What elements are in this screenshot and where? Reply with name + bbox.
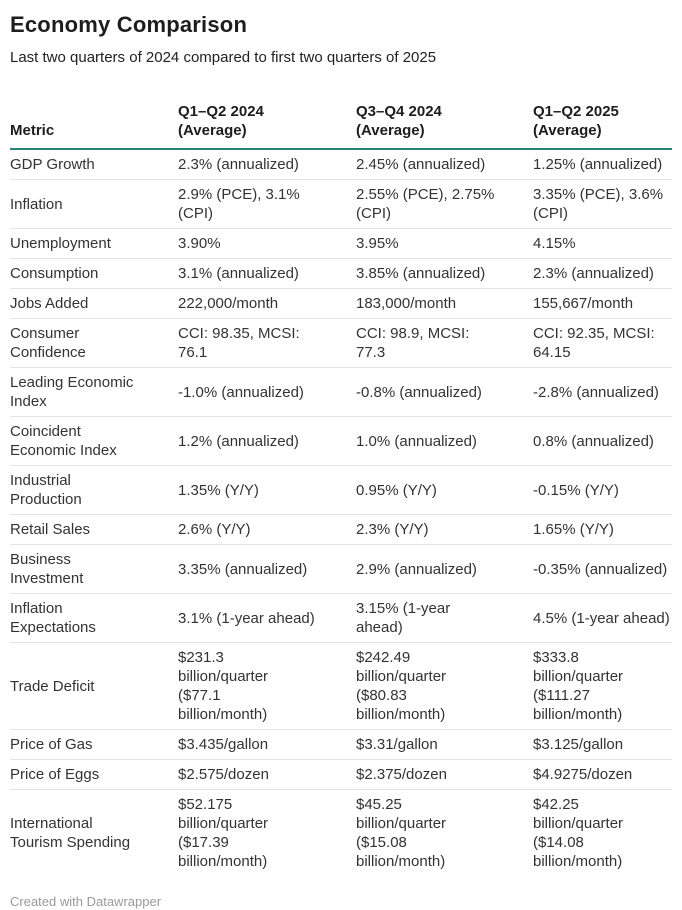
value-cell: 2.45% (annualized): [356, 156, 486, 173]
value-cell: 1.65% (Y/Y): [533, 521, 614, 538]
value-cell: 3.1% (1-year ahead): [178, 609, 315, 627]
value-cell: 2.9% (PCE), 3.1% (CPI): [178, 186, 300, 222]
table-row: International Tourism Spending $52.175 bi…: [10, 790, 672, 877]
value-cell: 3.35% (annualized): [178, 560, 308, 578]
value-cell: $231.3 billion/quarter ($77.1 billion/mo…: [178, 649, 269, 723]
table-header-row: Metric Q1–Q2 2024 (Average) Q3–Q4 2024 (…: [10, 97, 672, 149]
value-cell: $3.435/gallon: [178, 736, 269, 753]
value-cell: 3.15% (1-year ahead): [356, 600, 451, 636]
column-header-q3q4-2024: Q3–Q4 2024 (Average): [356, 103, 442, 139]
value-cell: $45.25 billion/quarter ($15.08 billion/m…: [356, 796, 447, 870]
value-cell: 3.90%: [178, 235, 221, 252]
metric-cell: Retail Sales: [10, 521, 91, 538]
table-body: GDP Growth 2.3% (annualized) 2.45% (annual…: [10, 149, 672, 876]
value-cell: $3.125/gallon: [533, 736, 624, 753]
metric-cell: Consumption: [10, 265, 99, 282]
value-cell: 155,667/month: [533, 295, 634, 312]
column-header-metric: Metric: [10, 122, 55, 139]
metric-cell: Business Investment: [10, 551, 84, 587]
value-cell: 2.3% (annualized): [533, 265, 654, 282]
metric-cell: Unemployment: [10, 235, 111, 252]
column-header-q1q2-2025: Q1–Q2 2025 (Average): [533, 103, 619, 139]
table-row: Business Investment 3.35% (annualized) 2.9…: [10, 545, 672, 594]
value-cell: 1.2% (annualized): [178, 432, 299, 450]
table-row: Consumption 3.1% (annualized) 3.85% (annua…: [10, 259, 672, 289]
value-cell: CCI: 98.9, MCSI: 77.3: [356, 325, 470, 361]
value-cell: $333.8 billion/quarter ($111.27 billion/…: [533, 649, 624, 723]
value-cell: $2.575/dozen: [178, 766, 269, 783]
value-cell: -0.15% (Y/Y): [533, 481, 619, 499]
value-cell: 1.25% (annualized): [533, 156, 663, 173]
value-cell: $242.49 billion/quarter ($80.83 billion/…: [356, 649, 447, 723]
value-cell: 3.85% (annualized): [356, 265, 486, 282]
datawrapper-credit-link[interactable]: Created with Datawrapper: [10, 894, 162, 909]
value-cell: 0.8% (annualized): [533, 432, 654, 450]
table-row: Inflation Expectations 3.1% (1-year ahead…: [10, 594, 672, 643]
value-cell: 1.0% (annualized): [356, 432, 477, 450]
value-cell: $42.25 billion/quarter ($14.08 billion/m…: [533, 796, 624, 870]
value-cell: 3.35% (PCE), 3.6% (CPI): [533, 186, 664, 222]
column-header-q1q2-2024: Q1–Q2 2024 (Average): [178, 103, 264, 139]
value-cell: 4.15%: [533, 235, 576, 252]
metric-cell: Jobs Added: [10, 295, 89, 312]
metric-cell: Inflation: [10, 195, 63, 213]
table-row: Unemployment 3.90% 3.95% 4.15%: [10, 229, 672, 259]
value-cell: 2.3% (annualized): [178, 156, 299, 173]
page-subtitle: Last two quarters of 2024 compared to fi…: [10, 49, 437, 66]
metric-cell: Industrial Production: [10, 472, 82, 508]
value-cell: $4.9275/dozen: [533, 766, 633, 783]
table-row: Price of Eggs $2.575/dozen $2.375/dozen $4.…: [10, 760, 672, 790]
value-cell: 183,000/month: [356, 295, 457, 312]
metric-cell: Coincident Economic Index: [10, 423, 117, 459]
value-cell: 2.6% (Y/Y): [178, 521, 251, 538]
value-cell: 222,000/month: [178, 295, 279, 312]
table-row: Trade Deficit $231.3 billion/quarter ($77…: [10, 643, 672, 730]
table-row: Inflation 2.9% (PCE), 3.1% (CPI) 2.55% (PC…: [10, 180, 672, 229]
value-cell: -2.8% (annualized): [533, 383, 659, 401]
value-cell: CCI: 98.35, MCSI: 76.1: [178, 325, 300, 361]
economy-comparison-table: Metric Q1–Q2 2024 (Average) Q3–Q4 2024 (…: [10, 97, 672, 876]
metric-cell: Price of Gas: [10, 736, 93, 753]
metric-cell: Inflation Expectations: [10, 600, 96, 636]
metric-cell: Price of Eggs: [10, 766, 100, 783]
table-row: GDP Growth 2.3% (annualized) 2.45% (annual…: [10, 149, 672, 180]
value-cell: 1.35% (Y/Y): [178, 481, 259, 499]
value-cell: CCI: 92.35, MCSI: 64.15: [533, 325, 655, 361]
metric-cell: Leading Economic Index: [10, 374, 134, 410]
table-row: Retail Sales 2.6% (Y/Y) 2.3% (Y/Y) 1.65% (Y…: [10, 515, 672, 545]
value-cell: -0.35% (annualized): [533, 560, 668, 578]
value-cell: 3.95%: [356, 235, 399, 252]
page-title: Economy Comparison: [10, 12, 248, 37]
value-cell: $52.175 billion/quarter ($17.39 billion/…: [178, 796, 269, 870]
metric-cell: GDP Growth: [10, 156, 95, 173]
value-cell: $2.375/dozen: [356, 766, 447, 783]
table-row: Consumer Confidence CCI: 98.35, MCSI: 76.…: [10, 319, 672, 368]
value-cell: 0.95% (Y/Y): [356, 481, 437, 499]
value-cell: 2.9% (annualized): [356, 560, 477, 578]
table-row: Leading Economic Index -1.0% (annualized)…: [10, 368, 672, 417]
value-cell: 2.3% (Y/Y): [356, 521, 429, 538]
value-cell: -1.0% (annualized): [178, 383, 304, 401]
metric-cell: Consumer Confidence: [10, 325, 86, 361]
table-header: Metric Q1–Q2 2024 (Average) Q3–Q4 2024 (…: [10, 97, 672, 149]
table-row: Coincident Economic Index 1.2% (annualize…: [10, 417, 672, 466]
metric-cell: International Tourism Spending: [10, 815, 131, 851]
table-row: Jobs Added 222,000/month 183,000/month 155,…: [10, 289, 672, 319]
value-cell: -0.8% (annualized): [356, 383, 482, 401]
value-cell: 3.1% (annualized): [178, 265, 299, 282]
table-row: Price of Gas $3.435/gallon $3.31/gallon $3.…: [10, 730, 672, 760]
value-cell: 4.5% (1-year ahead): [533, 609, 670, 627]
value-cell: 2.55% (PCE), 2.75% (CPI): [356, 186, 495, 222]
table-row: Industrial Production 1.35% (Y/Y) 0.95% (Y…: [10, 466, 672, 515]
metric-cell: Trade Deficit: [10, 677, 95, 695]
value-cell: $3.31/gallon: [356, 736, 438, 753]
